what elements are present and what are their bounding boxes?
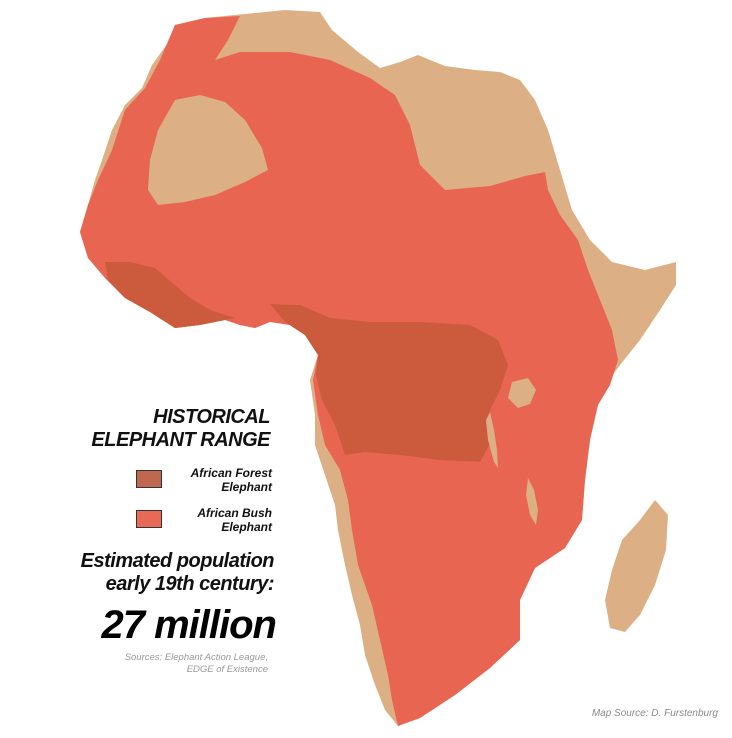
population-value: 27 million: [101, 603, 278, 647]
madagascar: [605, 500, 668, 632]
lake-victoria: [508, 378, 536, 408]
map-source-credit: Map Source: D. Furstenburg: [591, 708, 718, 719]
population-caption-line1: Estimated population: [80, 550, 275, 572]
forest-elephant-label: African Forest Elephant: [190, 466, 272, 494]
sources-note: Sources: Elephant Action League, EDGE of…: [124, 652, 268, 675]
lake-tanganyika: [486, 412, 498, 468]
bush-elephant-swatch: [136, 510, 162, 528]
legend-title-line2: ELEPHANT RANGE: [91, 429, 270, 451]
legend-title-line1: HISTORICAL: [153, 406, 270, 428]
legend-title: HISTORICAL ELEPHANT RANGE: [40, 406, 270, 452]
legend-item-bush: African Bush Elephant: [40, 506, 272, 540]
forest-range-central: [270, 304, 508, 462]
forest-elephant-swatch: [136, 470, 162, 488]
forest-range-west: [105, 262, 235, 328]
lake-malawi: [526, 478, 538, 525]
population-caption-line2: early 19th century:: [105, 573, 275, 595]
legend-item-forest: African Forest Elephant: [40, 466, 272, 500]
population-caption: Estimated population early 19th century:: [20, 550, 275, 596]
bush-elephant-label: African Bush Elephant: [197, 506, 272, 534]
sahara-west-gap: [148, 95, 268, 205]
